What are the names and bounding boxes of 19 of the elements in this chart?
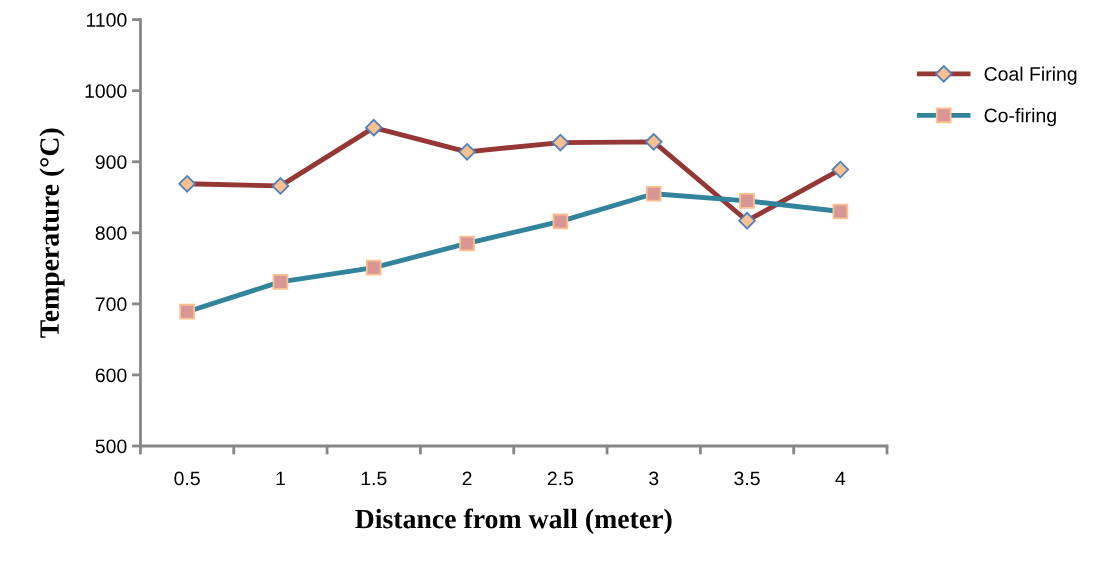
y-tick-label: 700 [95, 297, 127, 312]
x-axis-title: Distance from wall (meter) [355, 508, 672, 535]
y-tick-label: 1000 [85, 84, 127, 98]
y-tick-label: 800 [95, 226, 127, 241]
x-tick-label: 0.5 [174, 471, 200, 486]
x-tick-label: 1.5 [361, 471, 387, 486]
x-tick-label: 3.5 [734, 471, 760, 486]
x-tick-label: 1 [276, 471, 285, 486]
x-tick-label: 3 [649, 471, 659, 486]
y-tick-label: 900 [95, 155, 127, 169]
legend-label: Co-firing [984, 108, 1056, 127]
x-tick-label: 2 [462, 471, 472, 486]
x-tick-label: 2.5 [547, 471, 574, 486]
x-tick-label: 4 [835, 471, 846, 486]
legend-label: Coal Firing [984, 66, 1077, 85]
y-tick-label: 600 [95, 368, 127, 383]
y-axis-title: Temperature (°C) [39, 128, 65, 338]
y-tick-label: 500 [95, 439, 127, 454]
y-tick-label: 1100 [86, 13, 127, 27]
